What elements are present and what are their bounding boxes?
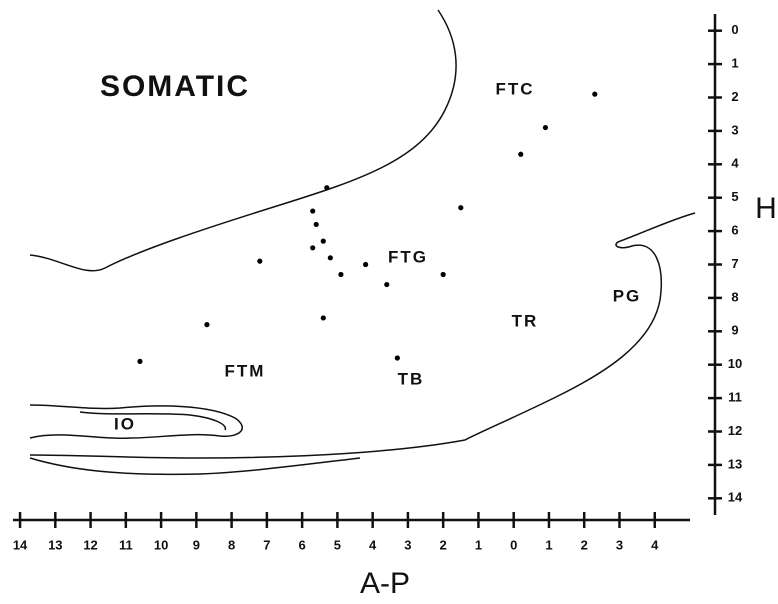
region-label: TB xyxy=(398,369,425,388)
y-tick-label: 8 xyxy=(731,289,738,304)
x-tick-label: 10 xyxy=(154,537,168,552)
y-tick-label: 9 xyxy=(731,323,738,338)
y-tick-label: 5 xyxy=(731,189,738,204)
x-tick-label: 13 xyxy=(48,537,62,552)
x-tick-label: 3 xyxy=(616,537,623,552)
point xyxy=(363,262,368,267)
point xyxy=(314,222,319,227)
x-tick-label: 4 xyxy=(651,537,659,552)
y-tick-label: 11 xyxy=(728,390,742,405)
y-tick-label: 4 xyxy=(731,156,739,171)
x-tick-label: 9 xyxy=(193,537,200,552)
region-label: FTC xyxy=(495,79,534,98)
x-tick-label: 2 xyxy=(581,537,588,552)
y-tick-label: 3 xyxy=(731,122,738,137)
point xyxy=(441,272,446,277)
point xyxy=(328,255,333,260)
point xyxy=(518,152,523,157)
region-label: SOMATIC xyxy=(100,70,250,103)
point xyxy=(543,125,548,130)
y-tick-label: 13 xyxy=(728,456,742,471)
point xyxy=(257,259,262,264)
x-tick-label: 12 xyxy=(83,537,97,552)
x-tick-label: 3 xyxy=(404,537,411,552)
point xyxy=(592,92,597,97)
region-label: IO xyxy=(114,414,136,433)
point xyxy=(338,272,343,277)
y-tick-label: 7 xyxy=(731,256,738,271)
y-tick-label: 2 xyxy=(731,89,738,104)
x-tick-label: 0 xyxy=(510,537,517,552)
y-tick-label: 14 xyxy=(728,490,743,505)
x-tick-label: 1 xyxy=(545,537,552,552)
y-tick-label: 6 xyxy=(731,223,738,238)
point xyxy=(395,355,400,360)
x-tick-label: 14 xyxy=(13,537,28,552)
point xyxy=(321,239,326,244)
x-tick-label: 11 xyxy=(119,537,133,552)
region-label: TR xyxy=(512,311,539,330)
y-axis-title: H xyxy=(755,192,777,225)
y-tick-label: 0 xyxy=(731,22,738,37)
point xyxy=(321,315,326,320)
y-tick-label: 12 xyxy=(728,423,742,438)
region-label: FTG xyxy=(388,247,428,266)
outline-io xyxy=(30,405,242,438)
x-tick-label: 4 xyxy=(369,537,377,552)
point xyxy=(384,282,389,287)
chart: A-P H 1413121110987654321012340123456789… xyxy=(0,0,778,604)
region-label: FTM xyxy=(225,361,266,380)
point xyxy=(310,208,315,213)
x-tick-label: 2 xyxy=(440,537,447,552)
x-tick-label: 8 xyxy=(228,537,235,552)
x-tick-label: 1 xyxy=(475,537,482,552)
x-tick-label: 7 xyxy=(263,537,270,552)
point xyxy=(310,245,315,250)
x-tick-label: 5 xyxy=(334,537,341,552)
y-tick-label: 1 xyxy=(731,56,738,71)
point xyxy=(137,359,142,364)
x-axis-title: A-P xyxy=(360,567,410,600)
point xyxy=(204,322,209,327)
x-tick-label: 6 xyxy=(299,537,306,552)
region-label: PG xyxy=(613,286,642,305)
y-tick-label: 10 xyxy=(728,356,742,371)
outline-io-inner xyxy=(80,412,225,430)
outline-bottom xyxy=(30,458,360,474)
point xyxy=(324,185,329,190)
page: A-P H 1413121110987654321012340123456789… xyxy=(0,0,778,604)
point xyxy=(458,205,463,210)
outline-upper xyxy=(30,10,456,271)
